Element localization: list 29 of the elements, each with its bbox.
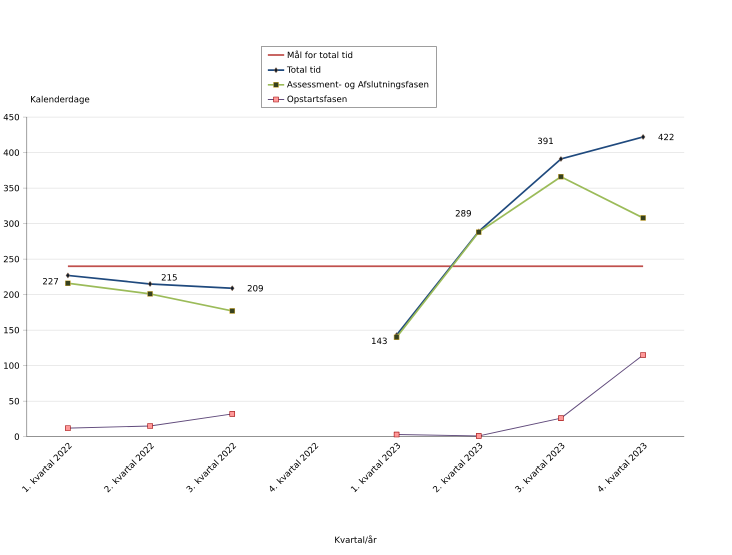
- x-axis-title: Kvartal/år: [335, 535, 377, 544]
- legend-label: Assessment- og Afslutningsfasen: [287, 80, 428, 90]
- legend-label: Total tid: [286, 66, 320, 73]
- y-tick-label: 450: [4, 114, 20, 120]
- y-tick-label: 100: [4, 362, 20, 370]
- y-axis-title: Kalenderdage: [31, 96, 90, 104]
- data-label: 143: [372, 338, 387, 344]
- y-tick-label: 350: [4, 184, 20, 192]
- data-label: 289: [456, 210, 471, 217]
- point: [147, 291, 153, 297]
- data-label: 209: [248, 285, 263, 292]
- point: [640, 215, 646, 221]
- y-tick-label: 200: [4, 292, 20, 298]
- data-label: 391: [538, 138, 553, 144]
- legend-label: Opstartsfasen: [287, 96, 347, 104]
- y-tick-label: 250: [4, 256, 20, 263]
- point: [394, 334, 400, 340]
- point: [229, 308, 236, 314]
- point: [65, 280, 71, 286]
- y-tick-label: 50: [9, 398, 20, 405]
- data-label: 227: [42, 278, 58, 285]
- y-tick-label: 400: [4, 149, 20, 156]
- data-label: 422: [658, 134, 674, 140]
- legend-label: Mål for total tid: [288, 50, 352, 58]
- y-tick-label: 300: [4, 220, 20, 228]
- y-tick-label: 150: [4, 327, 20, 334]
- data-label: 215: [162, 274, 177, 281]
- point: [558, 174, 564, 180]
- y-tick-label: 0: [14, 434, 20, 440]
